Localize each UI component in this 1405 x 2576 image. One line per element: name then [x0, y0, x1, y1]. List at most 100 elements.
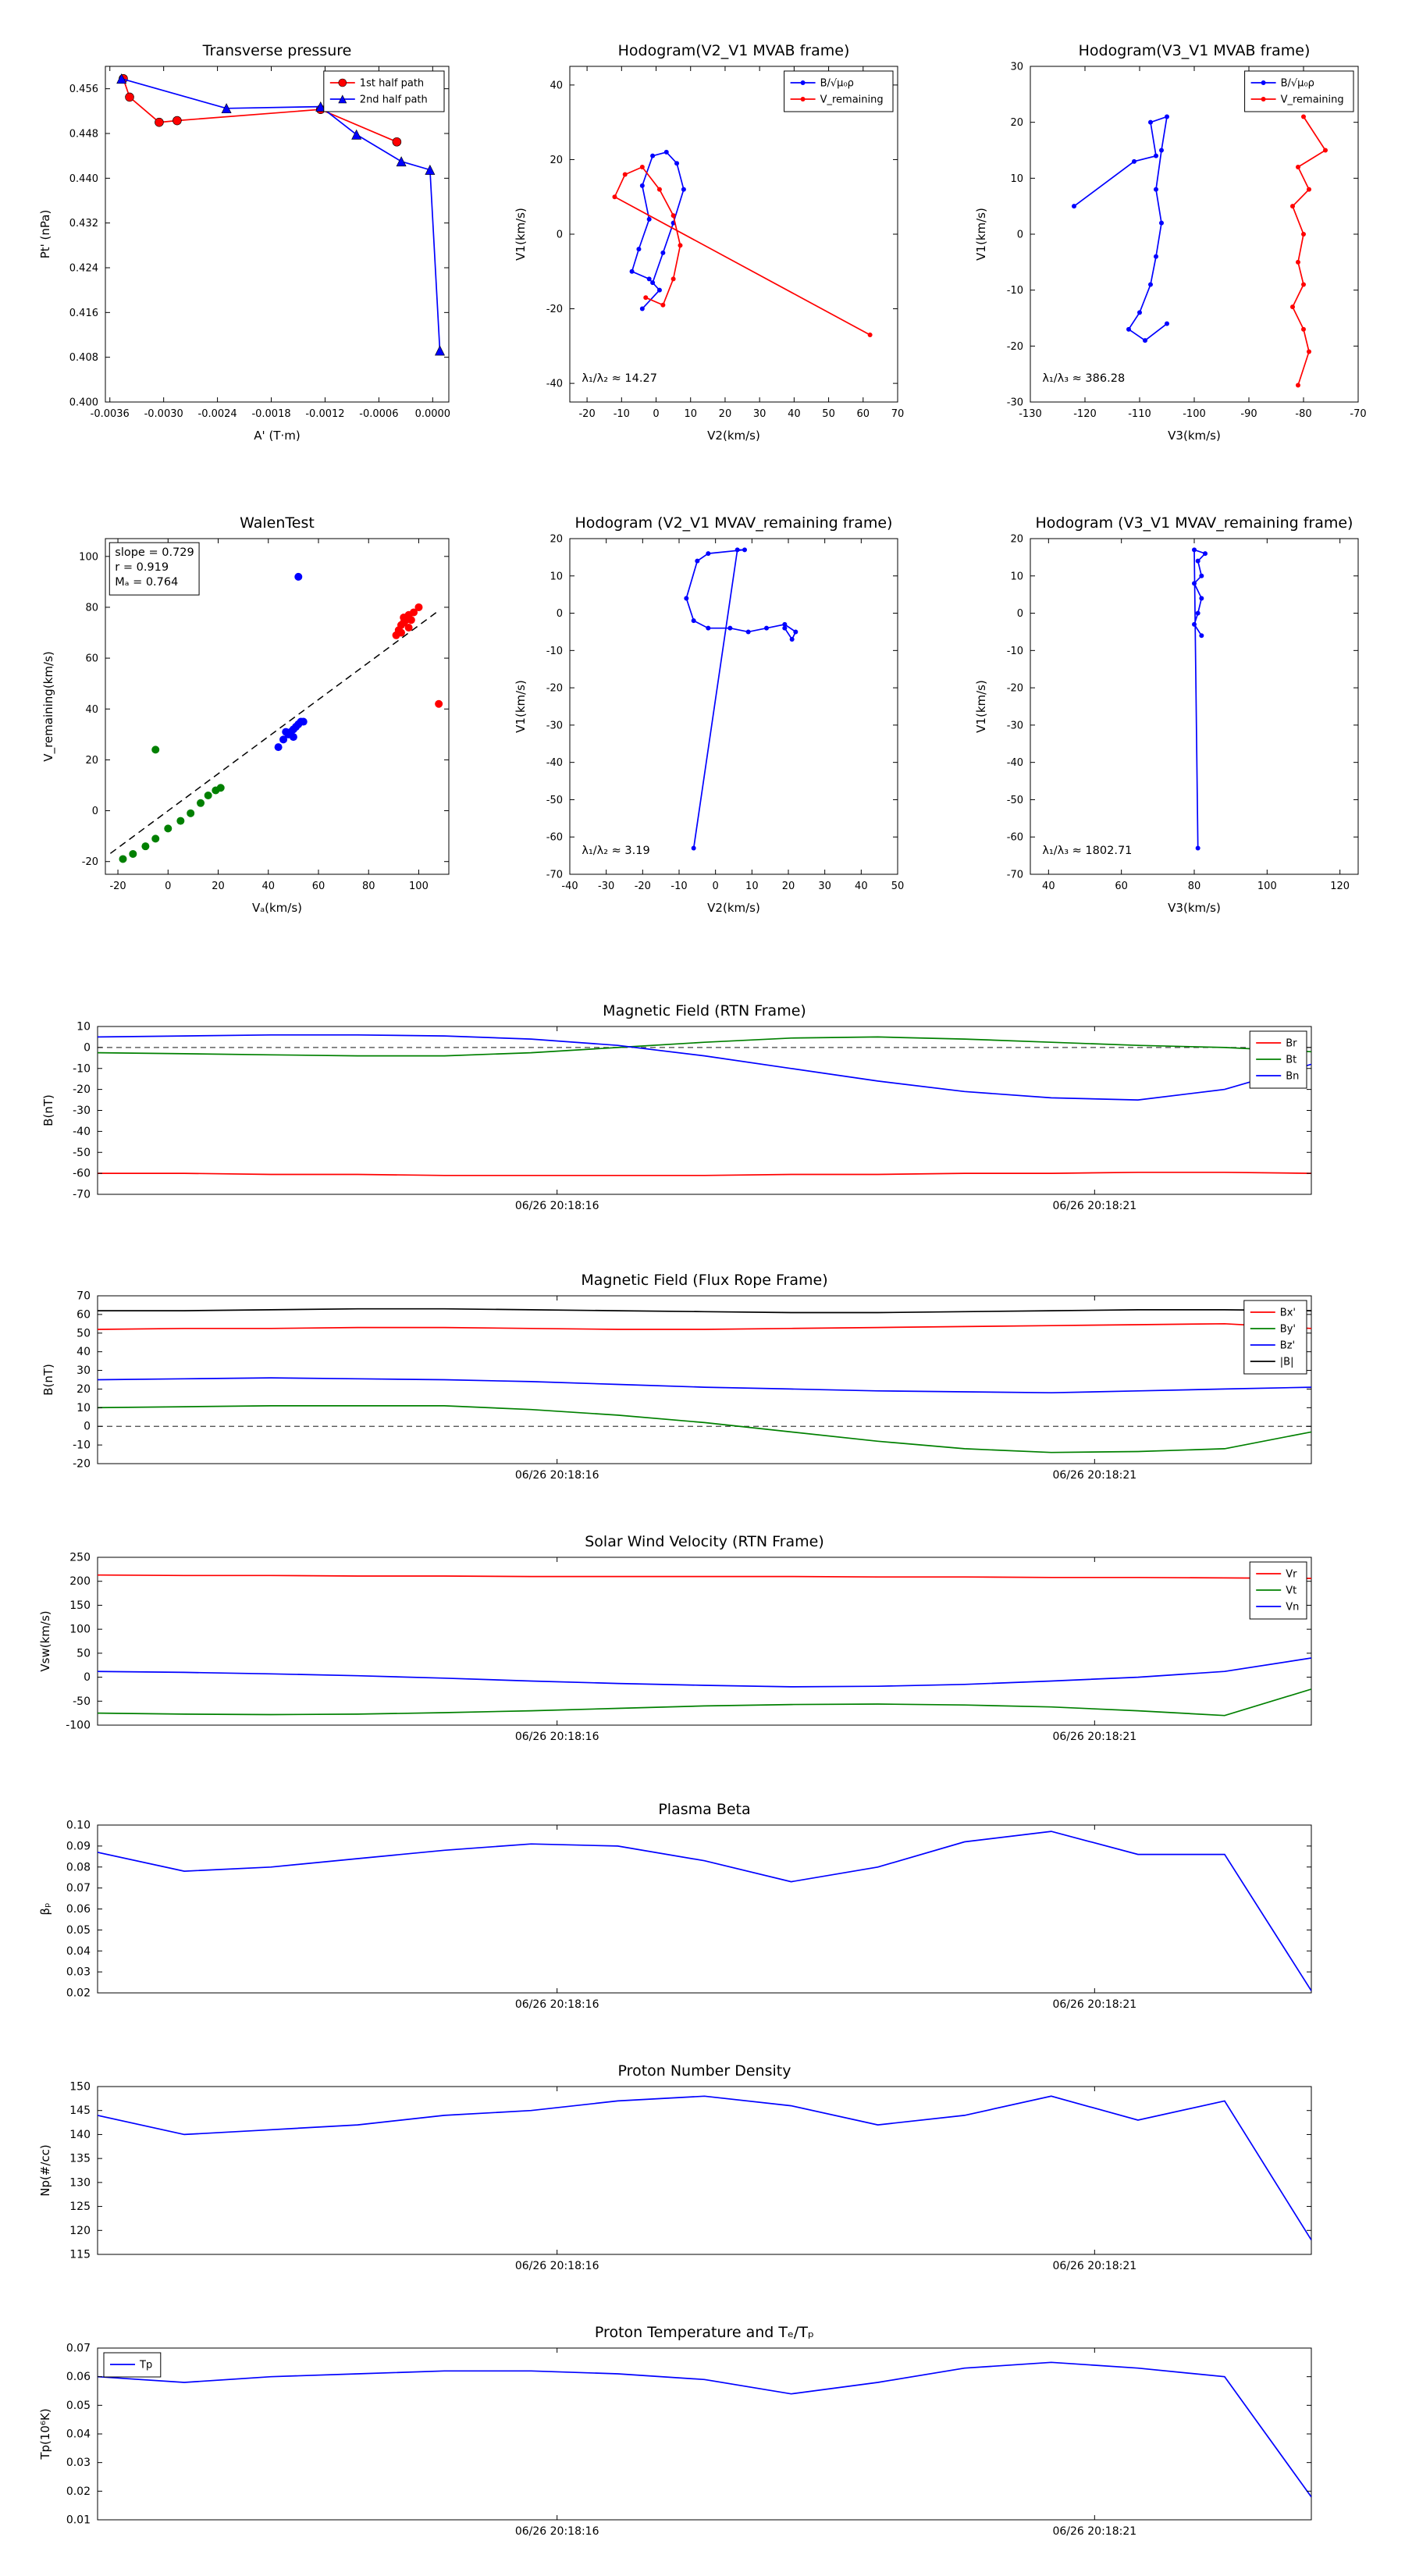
svg-text:-60: -60 — [73, 1168, 91, 1180]
svg-text:20: 20 — [1010, 117, 1023, 129]
plot-proton-density: 06/26 20:18:16 06/26 20:18:21 150 145 140 135… — [31, 2040, 1327, 2297]
svg-text:-0.0012: -0.0012 — [305, 408, 344, 420]
svg-text:60: 60 — [857, 408, 870, 420]
svg-text:60: 60 — [312, 881, 325, 892]
plot-plasma-beta: 06/26 20:18:16 06/26 20:18:21 0.10 0.09 0.08… — [31, 1778, 1327, 2036]
svg-text:-70: -70 — [546, 870, 563, 881]
svg-text:βₚ: βₚ — [38, 1903, 52, 1916]
svg-text:-30: -30 — [546, 720, 563, 731]
svg-text:40: 40 — [855, 881, 868, 892]
svg-text:Proton Temperature and Tₑ/Tₚ: Proton Temperature and Tₑ/Tₚ — [595, 2324, 814, 2341]
svg-text:-20: -20 — [109, 881, 126, 892]
svg-text:-20: -20 — [546, 683, 563, 695]
svg-text:0.01: 0.01 — [66, 2514, 91, 2527]
svg-text:20: 20 — [76, 1383, 91, 1396]
svg-text:60: 60 — [76, 1308, 91, 1321]
svg-text:0.03: 0.03 — [66, 1966, 91, 1979]
svg-text:-10: -10 — [1007, 285, 1023, 297]
svg-text:Hodogram (V2_V1 MVAV_remaining: Hodogram (V2_V1 MVAV_remaining frame) — [575, 514, 893, 532]
svg-text:150: 150 — [69, 2081, 91, 2094]
svg-text:50: 50 — [76, 1327, 91, 1340]
svg-text:140: 140 — [69, 2129, 91, 2141]
svg-text:-40: -40 — [546, 757, 563, 769]
svg-text:10: 10 — [1010, 571, 1023, 582]
plot-magnetic-field-rtn: 06/26 20:18:16 06/26 20:18:21 10 0 -10 -20 -30… — [31, 980, 1327, 1237]
svg-text:V2(km/s): V2(km/s) — [707, 429, 760, 443]
svg-text:V_remaining: V_remaining — [1281, 94, 1344, 106]
svg-text:06/26 20:18:16: 06/26 20:18:16 — [515, 1469, 599, 1482]
svg-text:0.03: 0.03 — [66, 2457, 91, 2469]
svg-text:0: 0 — [84, 1671, 91, 1684]
svg-text:0: 0 — [84, 1421, 91, 1433]
svg-text:50: 50 — [76, 1647, 91, 1660]
svg-text:Hodogram (V3_V1 MVAV_remaining: Hodogram (V3_V1 MVAV_remaining frame) — [1036, 514, 1353, 532]
svg-text:-50: -50 — [1007, 795, 1023, 806]
svg-text:0: 0 — [557, 608, 563, 620]
svg-text:0: 0 — [1017, 229, 1023, 241]
svg-text:0.05: 0.05 — [66, 2400, 91, 2412]
plot-hodogram-v3v1-mvav: 40 60 80 100 120 -70 -60 -50 -40 -30 -20 -10 0 10 20 Ho… — [960, 496, 1374, 945]
svg-text:06/26 20:18:16: 06/26 20:18:16 — [515, 1200, 599, 1212]
svg-text:0.448: 0.448 — [69, 129, 98, 141]
svg-text:06/26 20:18:21: 06/26 20:18:21 — [1052, 2525, 1136, 2538]
svg-text:λ₁/λ₃ ≈ 386.28: λ₁/λ₃ ≈ 386.28 — [1042, 372, 1125, 385]
plot-walen-test: -20 0 20 40 60 80 100 -20 0 20 40 60 80 100 WalenTest V… — [23, 496, 468, 945]
svg-text:λ₁/λ₂ ≈ 14.27: λ₁/λ₂ ≈ 14.27 — [582, 372, 657, 385]
svg-text:150: 150 — [69, 1599, 91, 1612]
svg-text:V2(km/s): V2(km/s) — [707, 901, 760, 915]
svg-text:50: 50 — [891, 881, 905, 892]
svg-text:|B|: |B| — [1280, 1357, 1294, 1368]
svg-text:-40: -40 — [546, 379, 563, 390]
svg-text:70: 70 — [891, 408, 905, 420]
svg-text:-50: -50 — [73, 1695, 91, 1708]
svg-text:0: 0 — [84, 1041, 91, 1054]
svg-text:λ₁/λ₃ ≈ 1802.71: λ₁/λ₃ ≈ 1802.71 — [1042, 845, 1132, 857]
svg-text:-10: -10 — [73, 1439, 91, 1452]
svg-text:-120: -120 — [1073, 408, 1097, 420]
svg-text:-130: -130 — [1019, 408, 1042, 420]
svg-text:-60: -60 — [1007, 832, 1023, 844]
svg-text:-20: -20 — [578, 408, 595, 420]
svg-text:V3(km/s): V3(km/s) — [1168, 901, 1221, 915]
svg-text:0: 0 — [92, 806, 98, 817]
svg-text:100: 100 — [69, 1624, 91, 1636]
svg-text:40: 40 — [85, 704, 98, 716]
svg-text:-60: -60 — [546, 832, 563, 844]
svg-text:40: 40 — [1042, 881, 1055, 892]
plot-solar-wind-velocity: 06/26 20:18:16 06/26 20:18:21 250 200 150 100… — [31, 1510, 1327, 1768]
svg-text:10: 10 — [76, 1021, 91, 1034]
svg-text:20: 20 — [719, 408, 732, 420]
svg-text:06/26 20:18:21: 06/26 20:18:21 — [1052, 1469, 1136, 1482]
plot-hodogram-v2v1-mvav: -40 -30 -20 -10 0 10 20 30 40 50 -70 -60 -50 -40 -30 -2… — [500, 496, 913, 945]
svg-text:120: 120 — [69, 2225, 91, 2237]
svg-text:30: 30 — [76, 1364, 91, 1377]
svg-text:-0.0024: -0.0024 — [198, 408, 237, 420]
svg-text:-10: -10 — [1007, 646, 1023, 657]
svg-text:130: 130 — [69, 2176, 91, 2189]
svg-text:10: 10 — [550, 571, 563, 582]
svg-text:0.02: 0.02 — [66, 1987, 91, 2000]
svg-text:V_remaining: V_remaining — [820, 94, 884, 106]
svg-text:Plasma Beta: Plasma Beta — [658, 1801, 750, 1818]
svg-text:Bx': Bx' — [1280, 1308, 1296, 1319]
svg-text:2nd half path: 2nd half path — [360, 94, 428, 106]
svg-text:-100: -100 — [1183, 408, 1206, 420]
svg-text:-50: -50 — [546, 795, 563, 806]
plot-hodogram-v3v1-mvab: -130 -120 -110 -100 -90 -80 -70 -30 -20 -10 0 10 20 3… — [960, 23, 1374, 472]
svg-text:60: 60 — [85, 653, 98, 665]
svg-text:10: 10 — [76, 1402, 91, 1414]
svg-text:0.416: 0.416 — [69, 308, 98, 319]
svg-text:-40: -40 — [1007, 757, 1023, 769]
svg-text:06/26 20:18:21: 06/26 20:18:21 — [1052, 1200, 1136, 1212]
svg-text:V1(km/s): V1(km/s) — [514, 208, 528, 261]
svg-text:V1(km/s): V1(km/s) — [974, 680, 988, 733]
svg-text:80: 80 — [1188, 881, 1201, 892]
svg-text:-20: -20 — [82, 856, 98, 868]
svg-text:0.424: 0.424 — [69, 263, 98, 275]
svg-text:-30: -30 — [598, 881, 614, 892]
svg-text:-80: -80 — [1295, 408, 1311, 420]
svg-text:-10: -10 — [670, 881, 687, 892]
svg-text:115: 115 — [69, 2249, 91, 2261]
svg-text:Tp: Tp — [139, 2360, 152, 2371]
